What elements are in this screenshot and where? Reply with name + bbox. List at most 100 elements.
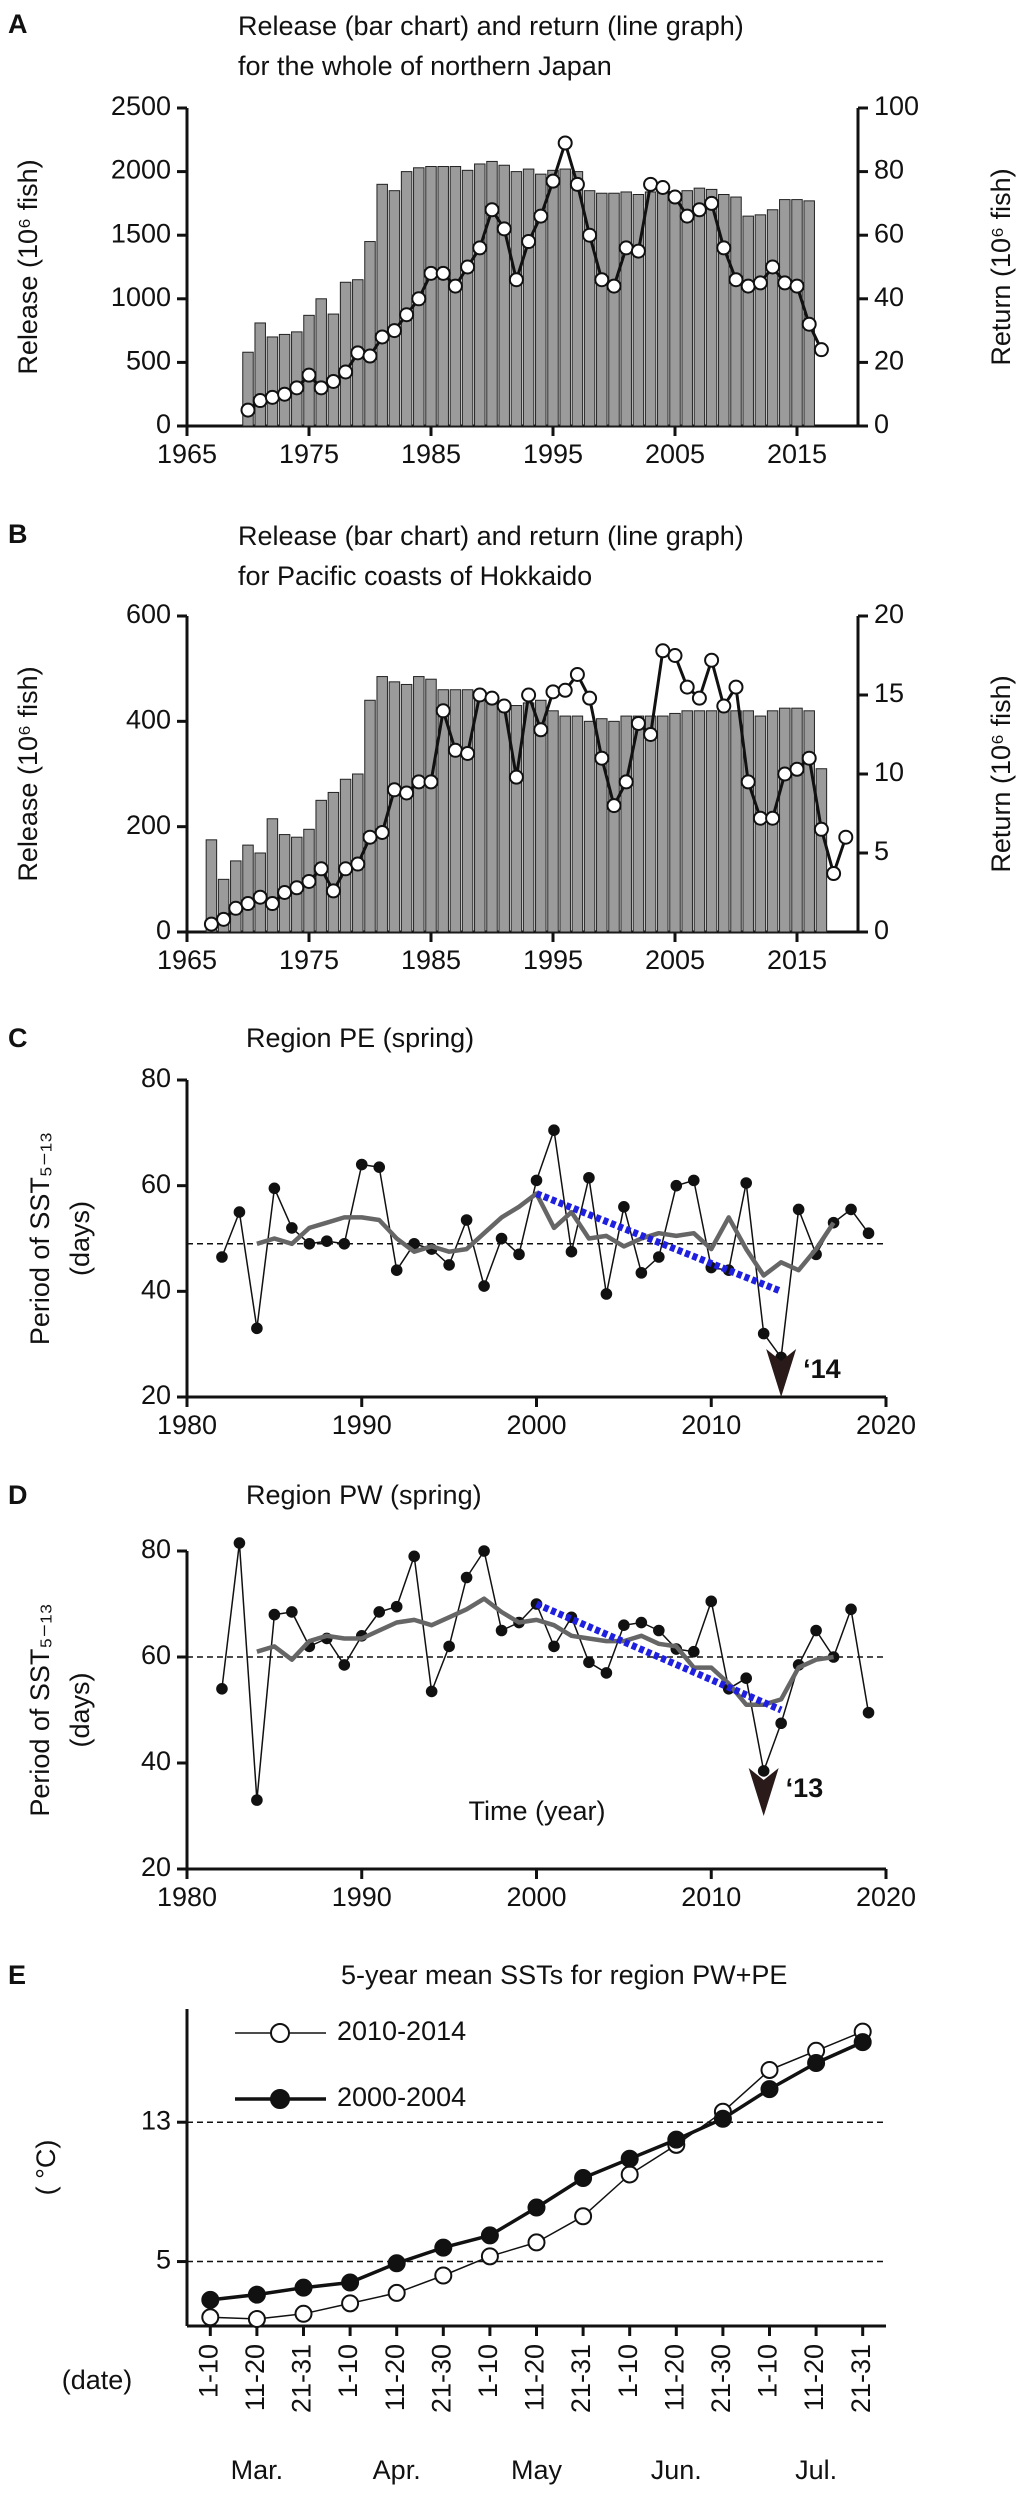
marker [594, 750, 610, 766]
annotation-text: ‘14 [803, 1354, 841, 1384]
bar [437, 689, 449, 933]
bar [681, 710, 693, 933]
marker [423, 774, 439, 790]
marker [687, 1174, 700, 1187]
marker [313, 861, 329, 877]
bar [571, 715, 584, 933]
y-tick-label: 200 [126, 810, 171, 840]
marker [301, 367, 317, 383]
marker [813, 821, 829, 837]
bar [242, 351, 254, 427]
marker [303, 1237, 316, 1250]
bar [669, 712, 681, 933]
marker [777, 275, 793, 291]
y-tick-label: 1500 [111, 218, 171, 248]
y2-tick-label: 0 [874, 915, 889, 945]
series-line [256, 1191, 836, 1278]
y-tick-label: 0 [156, 409, 171, 439]
marker [233, 1206, 246, 1218]
chart-title: 5-year mean SSTs for region PW+PE [341, 1960, 787, 1990]
marker [251, 1322, 263, 1335]
marker [399, 785, 415, 801]
marker [620, 2165, 639, 2184]
marker [594, 272, 610, 288]
marker [460, 1571, 473, 1584]
bar [620, 715, 632, 933]
y-tick-label: 80 [141, 1063, 171, 1093]
bar [278, 834, 291, 933]
marker [765, 810, 781, 826]
series-line [256, 1596, 834, 1707]
marker [277, 885, 293, 900]
marker [233, 1537, 246, 1549]
bar [632, 715, 645, 933]
bar [803, 200, 815, 427]
marker [277, 386, 293, 402]
x-tick-label: 1-10 [333, 2344, 363, 2398]
bar [486, 160, 498, 427]
marker [443, 1640, 455, 1653]
marker [635, 1616, 648, 1629]
marker [338, 1237, 351, 1250]
bar [339, 778, 352, 933]
bar [644, 191, 657, 427]
bar [437, 166, 449, 427]
marker [460, 1214, 473, 1226]
marker [691, 202, 707, 218]
bar [742, 710, 754, 933]
marker [704, 195, 720, 211]
marker [618, 240, 634, 256]
marker [480, 2247, 499, 2266]
marker [495, 1624, 508, 1637]
bar [535, 699, 547, 933]
marker [583, 1656, 595, 1669]
marker [508, 769, 524, 785]
marker [294, 2278, 313, 2297]
marker [434, 2238, 453, 2257]
bar [779, 199, 791, 427]
y-tick-label: 40 [141, 1274, 171, 1304]
marker [203, 916, 219, 932]
bar [779, 707, 791, 933]
x-tick-label: 21-30 [706, 2344, 736, 2413]
marker [443, 1259, 455, 1271]
month-label: Jul. [795, 2455, 837, 2485]
marker [216, 1251, 228, 1263]
bar [693, 187, 706, 427]
panel-label: A [8, 9, 28, 39]
bar [657, 190, 669, 427]
marker [728, 272, 744, 288]
x-tick-label: 1980 [157, 1410, 217, 1440]
marker [478, 1280, 490, 1292]
marker [606, 278, 622, 294]
trend-line [535, 1190, 783, 1295]
x-tick-label: 1990 [332, 1410, 392, 1440]
marker [728, 679, 744, 695]
marker [792, 1203, 805, 1216]
marker [548, 1124, 560, 1136]
y-tick-label: 60 [141, 1169, 171, 1199]
marker [862, 1227, 875, 1240]
y-tick-label: 80 [141, 1534, 171, 1564]
bar [608, 192, 620, 427]
marker [374, 824, 390, 840]
marker [845, 1603, 857, 1616]
month-label: Mar. [231, 2455, 284, 2485]
x-tick-label: 2000 [506, 1410, 566, 1440]
x-axis-title: (date) [62, 2365, 133, 2395]
marker [286, 1222, 298, 1234]
bar [669, 192, 681, 427]
bar [498, 164, 510, 427]
bar [315, 298, 327, 427]
panel-label: E [8, 1960, 26, 1990]
chart-title: Release (bar chart) and return (line gra… [238, 11, 744, 41]
marker [801, 750, 817, 766]
x-tick-label: 2020 [856, 1410, 916, 1440]
marker [513, 1248, 525, 1261]
x-tick-label: 1980 [157, 1882, 217, 1912]
marker [408, 1550, 420, 1563]
bar [766, 209, 779, 427]
panel-label: D [8, 1480, 28, 1510]
marker [373, 1606, 386, 1618]
bar [705, 710, 718, 933]
